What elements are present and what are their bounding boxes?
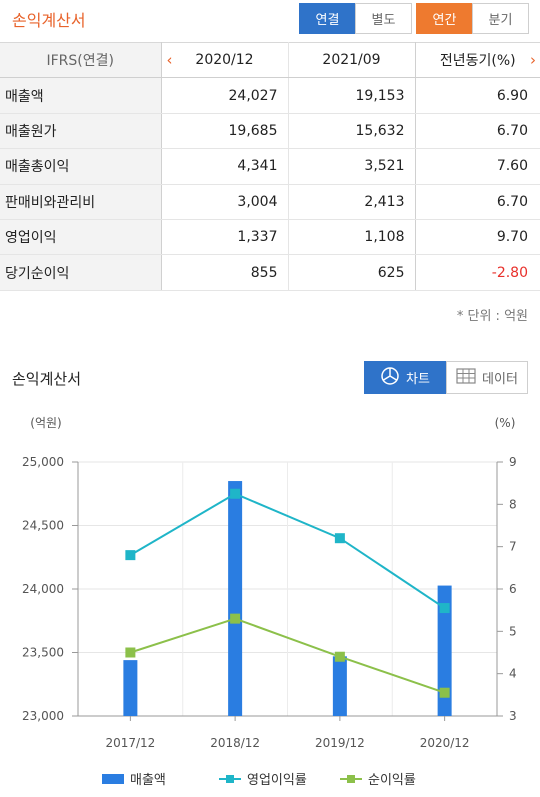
y-right-tick-label: 7 [509, 540, 517, 554]
table-cell: 1,337 [161, 219, 289, 256]
next-arrow-icon[interactable]: › [530, 51, 536, 69]
bar [332, 656, 347, 716]
x-tick-label: 2017/12 [105, 736, 155, 750]
legend-label: 순이익률 [368, 773, 416, 788]
data-point [230, 488, 241, 499]
y-right-tick-label: 6 [509, 582, 517, 596]
series-line [130, 617, 445, 694]
column-header: 전년동기(%) › [415, 41, 540, 79]
table-cell: 7.60 [415, 148, 540, 185]
y-right-axis-title: (%) [495, 416, 516, 430]
legend-bar-swatch [102, 773, 124, 784]
row-label: 당기순이익 [0, 254, 162, 291]
table-cell: 19,153 [288, 77, 416, 114]
y-left-tick-label: 24,500 [22, 519, 64, 533]
table-cell: 3,521 [288, 148, 416, 185]
table-cell: 6.70 [415, 113, 540, 150]
y-right-tick-label: 8 [509, 497, 517, 511]
table-cell: 6.90 [415, 77, 540, 114]
series-line [129, 492, 446, 609]
column-header-label: 2020/12 [195, 52, 254, 69]
bar [123, 660, 138, 716]
table-row: 매출총이익 4,341 3,521 7.60 [0, 148, 540, 185]
y-right-tick-label: 4 [509, 667, 517, 681]
table-row: 영업이익 1,337 1,108 9.70 [0, 219, 540, 256]
row-label: 매출원가 [0, 113, 162, 150]
header: 손익계산서 연결 별도 연간 분기 [0, 0, 540, 42]
table-cell: 2,413 [288, 184, 416, 220]
consolidated-button[interactable]: 연결 [299, 3, 356, 34]
y-left-tick-label: 25,000 [22, 455, 64, 469]
table-cell: 15,632 [288, 113, 416, 150]
y-right-tick-label: 5 [509, 624, 517, 638]
page-title: 손익계산서 [12, 11, 86, 30]
table-cell: 6.70 [415, 184, 540, 220]
table-icon [456, 367, 476, 388]
table-cell: 625 [288, 254, 416, 291]
row-label: 매출총이익 [0, 148, 162, 185]
prev-arrow-icon[interactable]: ‹ [166, 51, 173, 69]
column-header-label: 전년동기(%) [439, 53, 516, 70]
data-point [125, 647, 136, 658]
column-header: 2021/09 [288, 41, 416, 79]
legend-item: 매출액 [102, 769, 166, 788]
quarterly-button[interactable]: 분기 [472, 3, 529, 34]
bar [437, 585, 452, 716]
combo-chart: (억원) (%) 23,000 23,500 24,000 24,500 25,000 3 4 5… [22, 416, 517, 750]
legend-line-swatch [219, 774, 241, 783]
x-tick-label: 2018/12 [210, 736, 260, 750]
table-cell: 3,004 [161, 184, 289, 220]
annual-button[interactable]: 연간 [416, 3, 473, 34]
y-left-axis-title: (억원) [30, 416, 61, 430]
chart-legend: 매출액 영업이익률 순이익률 [0, 769, 540, 789]
y-right-tick-label: 3 [509, 709, 517, 723]
data-point [334, 651, 345, 662]
table-cell: 19,685 [161, 113, 289, 150]
separate-button[interactable]: 별도 [355, 3, 412, 34]
legend-label: 영업이익률 [247, 773, 307, 788]
table-cell: 24,027 [161, 77, 289, 114]
data-point [334, 533, 345, 544]
column-header: ‹ 2020/12 [161, 41, 289, 79]
tab-data[interactable]: 데이터 [446, 361, 528, 394]
table-header-row: IFRS(연결) ‹ 2020/12 2021/09 전년동기(%) › [0, 41, 540, 79]
y-left-tick-label: 23,000 [22, 709, 64, 723]
tab-chart-label: 차트 [406, 372, 430, 387]
table-cell: 1,108 [288, 219, 416, 256]
data-point [230, 613, 241, 624]
data-point [439, 687, 450, 698]
bar [228, 481, 243, 716]
table-cell: -2.80 [415, 254, 540, 291]
unit-note: * 단위 : 억원 [456, 309, 528, 324]
legend-item: 영업이익률 [219, 769, 307, 788]
table-row: 매출액 24,027 19,153 6.90 [0, 77, 540, 114]
legend-item: 순이익률 [340, 769, 416, 788]
row-label: 영업이익 [0, 219, 162, 256]
legend-label: 매출액 [130, 773, 166, 788]
column-header: IFRS(연결) [0, 41, 162, 79]
data-point [439, 603, 450, 614]
income-statement-table: IFRS(연결) ‹ 2020/12 2021/09 전년동기(%) › 매출액… [0, 41, 540, 291]
row-label: 매출액 [0, 77, 162, 114]
y-left-tick-label: 23,500 [22, 646, 64, 660]
table-cell: 855 [161, 254, 289, 291]
table-row: 당기순이익 855 625 -2.80 [0, 254, 540, 291]
data-point [125, 550, 136, 561]
x-tick-label: 2020/12 [420, 736, 470, 750]
table-cell: 9.70 [415, 219, 540, 256]
table-row: 판매비와관리비 3,004 2,413 6.70 [0, 184, 540, 220]
tab-data-label: 데이터 [482, 372, 518, 387]
tab-chart[interactable]: 차트 [364, 361, 446, 394]
y-right-tick-label: 9 [509, 455, 517, 469]
row-label: 판매비와관리비 [0, 184, 162, 220]
y-left-tick-label: 24,000 [22, 582, 64, 596]
legend-line-swatch [340, 774, 362, 783]
x-tick-label: 2019/12 [315, 736, 365, 750]
table-row: 매출원가 19,685 15,632 6.70 [0, 113, 540, 150]
table-cell: 4,341 [161, 148, 289, 185]
chart-section-title: 손익계산서 [12, 370, 82, 388]
pie-chart-icon [380, 366, 400, 390]
